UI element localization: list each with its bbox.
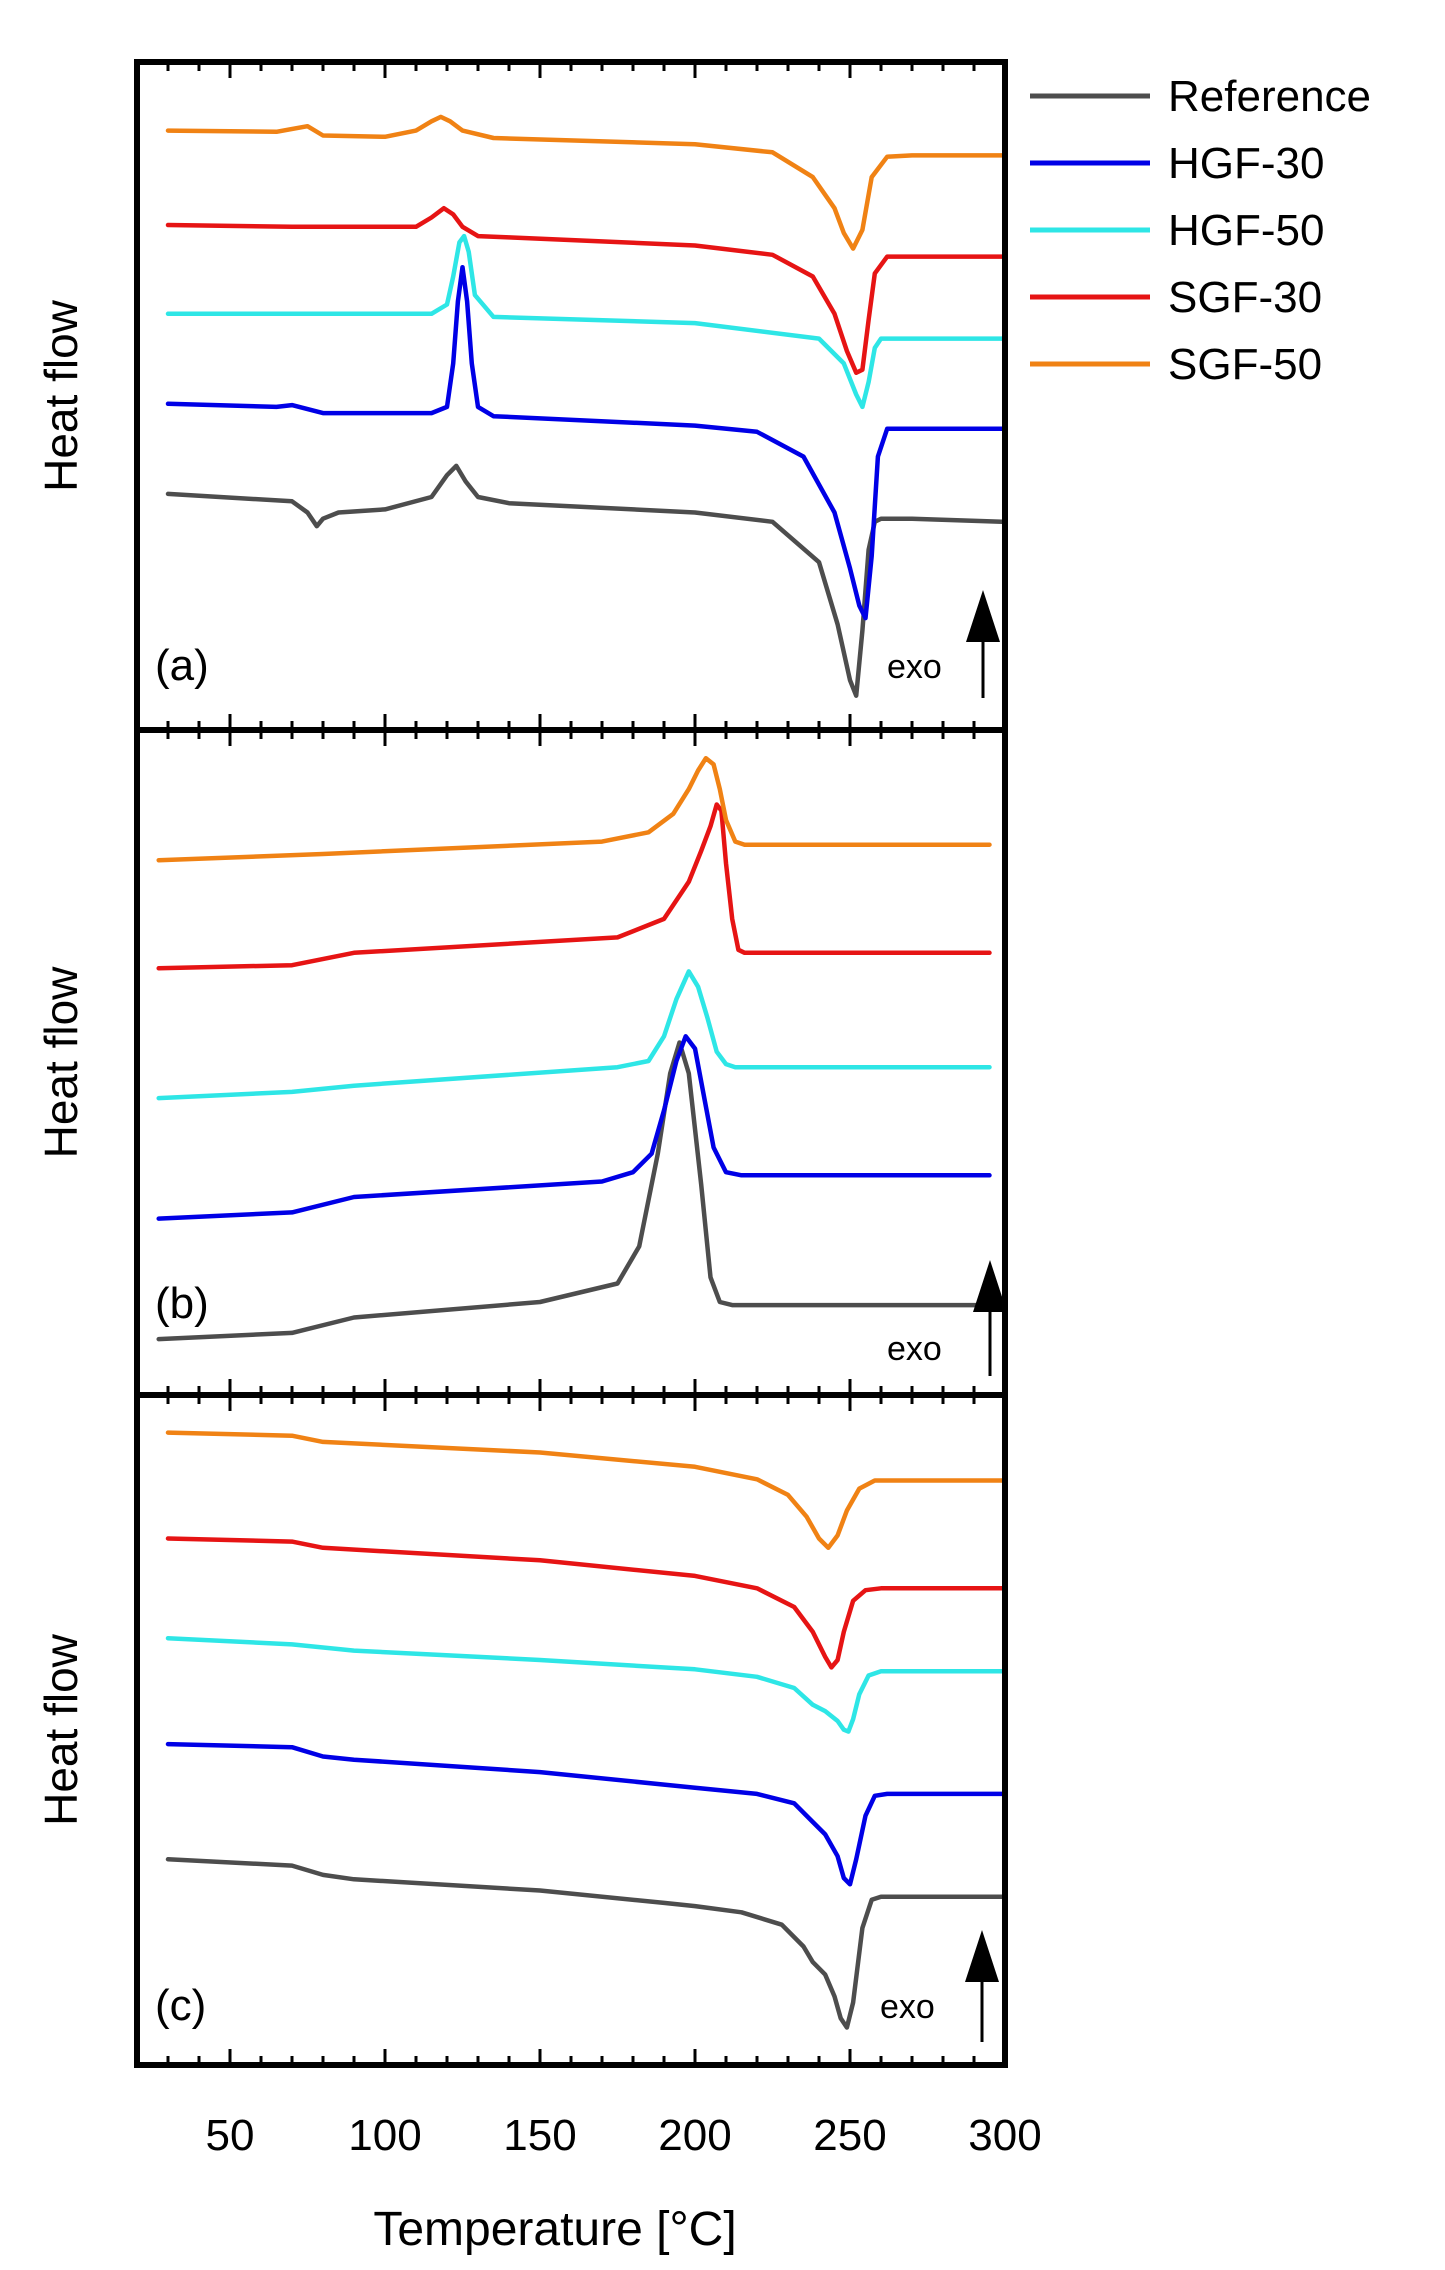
x-tick-label: 150 bbox=[503, 2111, 576, 2160]
curve-reference-panel-1 bbox=[165, 463, 1005, 698]
legend-label: SGF-30 bbox=[1168, 273, 1322, 322]
panel-frame bbox=[134, 59, 1008, 733]
legend-item-hgf-50: HGF-50 bbox=[1030, 206, 1324, 255]
exo-label: exo bbox=[887, 648, 942, 686]
panels-layer: Heat flow (a) exo Heat flow (b) exo Heat flow (… bbox=[35, 59, 1008, 2068]
exo-arrow-icon bbox=[973, 1260, 1007, 1376]
curve-sgf-50-panel-1 bbox=[165, 114, 1005, 251]
curve-hgf-30-panel-2 bbox=[156, 1034, 992, 1221]
panel-label: (c) bbox=[155, 1981, 206, 2030]
legend-item-sgf-30: SGF-30 bbox=[1030, 273, 1322, 322]
x-tick-label: 100 bbox=[348, 2111, 421, 2160]
y-axis-title: Heat flow bbox=[35, 966, 87, 1159]
curve-hgf-50-panel-1 bbox=[165, 233, 1005, 410]
curve-sgf-50-panel-3 bbox=[165, 1430, 1005, 1551]
curve-sgf-50-panel-2 bbox=[156, 755, 992, 863]
legend-label: HGF-50 bbox=[1168, 206, 1324, 255]
legend-item-sgf-50: SGF-50 bbox=[1030, 340, 1322, 389]
x-tick-label: 50 bbox=[206, 2111, 255, 2160]
curve-sgf-30-panel-3 bbox=[165, 1536, 1005, 1670]
panel-2: Heat flow (b) exo bbox=[35, 727, 1008, 1398]
curve-hgf-50-panel-2 bbox=[156, 969, 992, 1101]
x-tick-label: 300 bbox=[968, 2111, 1041, 2160]
x-axis: 50 100 150 200 250 300 bbox=[206, 2111, 1042, 2160]
panel-label: (a) bbox=[155, 641, 209, 690]
x-tick-label: 250 bbox=[813, 2111, 886, 2160]
exo-label: exo bbox=[880, 1988, 935, 2026]
legend-item-reference: Reference bbox=[1030, 72, 1371, 121]
exo-arrow-icon bbox=[965, 1930, 999, 2042]
legend-label: Reference bbox=[1168, 72, 1371, 121]
curve-hgf-30-panel-3 bbox=[165, 1741, 1005, 1887]
y-axis-title: Heat flow bbox=[35, 1633, 87, 1826]
legend-item-hgf-30: HGF-30 bbox=[1030, 139, 1324, 188]
curve-reference-panel-3 bbox=[165, 1857, 1005, 2030]
legend: Reference HGF-30 HGF-50 SGF-30 SGF-50 bbox=[1030, 72, 1371, 389]
panel-1: Heat flow (a) exo bbox=[35, 59, 1008, 733]
curve-hgf-30-panel-1 bbox=[165, 264, 1005, 621]
legend-label: HGF-30 bbox=[1168, 139, 1324, 188]
curve-hgf-50-panel-3 bbox=[165, 1635, 1005, 1734]
panel-3: Heat flow (c) exo bbox=[35, 1392, 1008, 2068]
exo-label: exo bbox=[887, 1330, 942, 1368]
panel-label: (b) bbox=[155, 1279, 209, 1328]
x-tick-label: 200 bbox=[658, 2111, 731, 2160]
y-axis-title: Heat flow bbox=[35, 299, 87, 492]
curve-sgf-30-panel-2 bbox=[156, 802, 992, 971]
panel-frame bbox=[134, 1392, 1008, 2068]
curve-reference-panel-2 bbox=[156, 1040, 992, 1342]
exo-arrow-icon bbox=[966, 590, 1000, 698]
x-axis-title: Temperature [°C] bbox=[373, 2203, 736, 2256]
legend-label: SGF-50 bbox=[1168, 340, 1322, 389]
curve-sgf-30-panel-1 bbox=[165, 205, 1005, 376]
